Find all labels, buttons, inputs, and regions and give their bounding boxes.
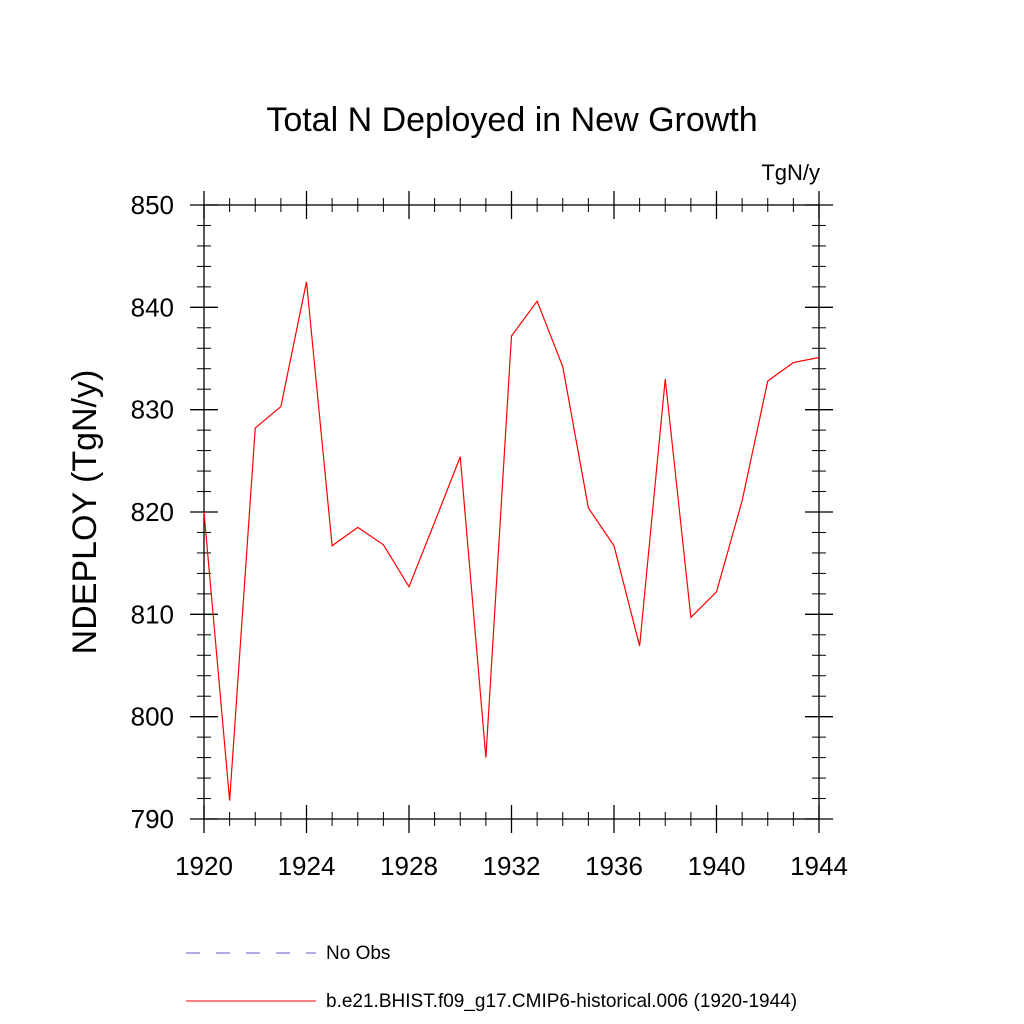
series-point	[664, 378, 666, 380]
chart-title: Total N Deployed in New Growth	[266, 101, 757, 139]
series-point	[254, 427, 256, 429]
series-point	[613, 545, 615, 547]
units-label: TgN/y	[761, 160, 820, 185]
series-point	[306, 281, 308, 283]
series-point	[793, 362, 795, 364]
series-point	[485, 757, 487, 759]
series-point	[383, 544, 385, 546]
x-tick-label: 1936	[585, 851, 643, 881]
y-tick-label: 850	[131, 190, 174, 220]
series-line	[203, 281, 820, 801]
series-point	[229, 800, 231, 802]
x-tick-label: 1924	[278, 851, 336, 881]
y-axis-label: NDEPLOY (TgN/y)	[66, 370, 104, 655]
x-tick-label: 1920	[175, 851, 233, 881]
y-tick-label: 820	[131, 497, 174, 527]
series-point	[741, 500, 743, 502]
x-tick-labels: 1920 1924 1928 1932 1936 1940 1944	[175, 851, 848, 881]
x-tick-label: 1944	[790, 851, 848, 881]
series-point	[203, 511, 205, 513]
series-point	[767, 380, 769, 382]
series-point	[716, 591, 718, 593]
series-points	[203, 281, 820, 801]
minor-ticks	[197, 198, 826, 826]
series-point	[434, 521, 436, 523]
y-tick-label: 800	[131, 702, 174, 732]
series-point	[562, 366, 564, 368]
series-point	[639, 645, 641, 647]
series-point	[818, 357, 820, 359]
x-tick-label: 1928	[380, 851, 438, 881]
y-tick-label: 840	[131, 292, 174, 322]
y-tick-label: 790	[131, 804, 174, 834]
y-tick-label: 810	[131, 599, 174, 629]
series-point	[331, 545, 333, 547]
y-tick-labels: 790 800 810 820 830 840 850	[131, 190, 174, 834]
series-point	[588, 507, 590, 509]
major-ticks	[190, 191, 833, 833]
x-tick-label: 1932	[483, 851, 541, 881]
series-point	[408, 586, 410, 588]
x-tick-label: 1940	[688, 851, 746, 881]
series-point	[511, 335, 513, 337]
legend-label-series: b.e21.BHIST.f09_g17.CMIP6-historical.006…	[326, 991, 797, 1012]
series-point	[357, 527, 359, 529]
y-tick-label: 830	[131, 395, 174, 425]
series-point	[280, 406, 282, 408]
plot-frame	[203, 204, 820, 820]
series-point	[459, 456, 461, 458]
legend-label-no-obs: No Obs	[326, 943, 390, 964]
series-point	[536, 300, 538, 302]
series-point	[690, 617, 692, 619]
legend: No Obs b.e21.BHIST.f09_g17.CMIP6-histori…	[186, 943, 797, 1012]
